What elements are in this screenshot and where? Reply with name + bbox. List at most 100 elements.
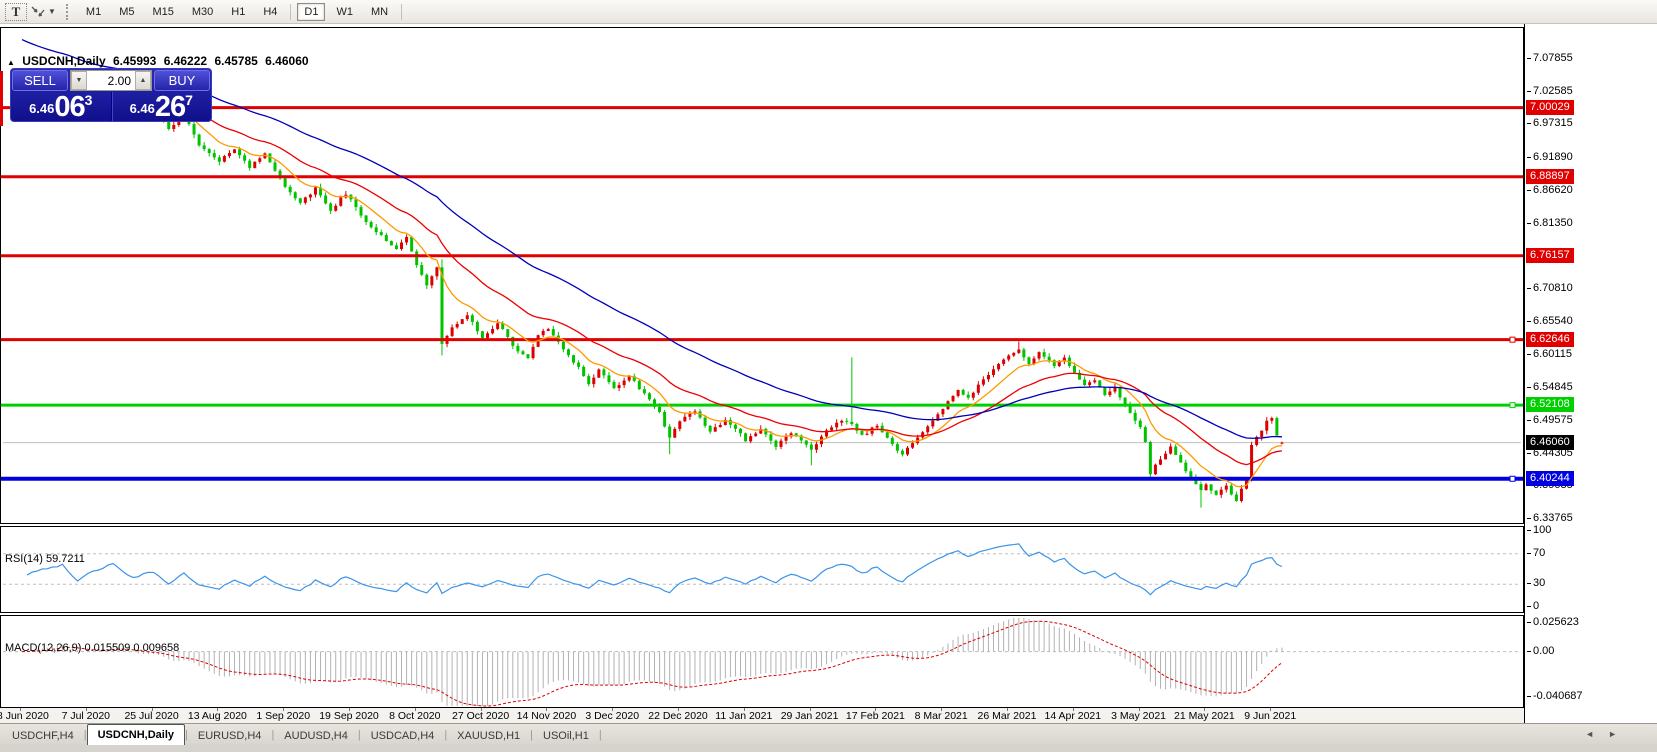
date-label: 9 Jun 2021 (1244, 710, 1297, 722)
open-value: 6.45993 (112, 54, 157, 68)
axis-tick-label: 6.91890 (1527, 151, 1573, 164)
axis-tick-label: 70 (1526, 546, 1546, 559)
symbol-tab-xauusd[interactable]: XAUUSD,H1 (457, 729, 521, 742)
lot-size-input[interactable] (87, 71, 135, 90)
timeframe-button-mn[interactable]: MN (370, 5, 389, 18)
chart-title: ▲ USDCNH,Daily 6.45993 6.46222 6.45785 6… (7, 54, 313, 68)
date-label: 17 Feb 2021 (845, 710, 905, 722)
lot-increase-button[interactable]: ▲ (135, 71, 151, 90)
price-level-badge[interactable]: 7.00029 (1526, 99, 1574, 115)
price-level-badge[interactable]: 6.62646 (1526, 331, 1574, 347)
timeframe-button-group: M1 M5 M15 M30 H1 H4 D1 W1 MN (77, 2, 406, 21)
collapse-triangle-icon[interactable]: ▲ (7, 58, 15, 67)
tab-scroll-arrows: ◄ ► (1585, 729, 1617, 739)
tab-separator: | (185, 728, 188, 741)
date-tick-mark (678, 708, 679, 711)
date-tick-mark (1138, 708, 1140, 711)
symbol-tab-usdchf[interactable]: USDCHF,H4 (12, 729, 74, 742)
buy-price[interactable]: 6.46 26 7 (112, 92, 212, 122)
timeframe-button-h1[interactable]: H1 (231, 5, 246, 18)
timeframe-button-m30[interactable]: M30 (191, 5, 214, 18)
date-tick-mark (85, 708, 87, 711)
date-tick-mark (809, 708, 811, 711)
toolbar-separator (401, 3, 403, 20)
symbol-tab-eurusd[interactable]: EURUSD,H4 (197, 729, 262, 742)
axis-tick-label: 6.60115 (1527, 348, 1572, 361)
lot-decrease-button[interactable]: ▼ (71, 71, 87, 90)
timeframe-button-m5[interactable]: M5 (119, 5, 135, 18)
price-axis[interactable]: 7.07855 7.02585 6.97315 6.91890 6.86620 6.813… (1524, 24, 1657, 723)
buy-price-prefix: 6.46 (129, 101, 155, 116)
text-tool-button[interactable]: T (5, 2, 27, 21)
tab-separator: | (444, 728, 448, 741)
toolbar-grip[interactable] (65, 3, 71, 20)
date-label: 8 Mar 2021 (914, 710, 968, 722)
date-label: 26 Mar 2021 (977, 710, 1037, 722)
date-label: 11 Jan 2021 (715, 710, 773, 722)
date-label: 7 Jul 2020 (61, 710, 111, 722)
price-level-badge[interactable]: 6.46060 (1526, 434, 1574, 450)
tab-separator: | (271, 728, 275, 741)
buy-button[interactable]: BUY (154, 70, 210, 91)
sell-button[interactable]: SELL (12, 70, 68, 91)
axis-tick-label: 6.81350 (1527, 216, 1573, 229)
date-tick-mark (1007, 708, 1008, 711)
date-axis[interactable]: 18 Jun 2020 7 Jul 2020 25 Jul 2020 13 Aug 2… (0, 708, 1524, 723)
axis-tick-label: 6.65540 (1527, 314, 1573, 327)
symbol-tab-usdcnh[interactable]: USDCNH,Daily (86, 724, 185, 745)
low-value: 6.45785 (214, 54, 258, 68)
date-tick-mark (743, 708, 745, 711)
price-line-edge-marker (0, 71, 3, 126)
date-tick-mark (20, 708, 21, 711)
date-tick-mark (546, 708, 548, 711)
axis-tick-label: 30 (1526, 577, 1546, 590)
tab-scroll-right-icon[interactable]: ► (1608, 729, 1617, 739)
date-label: 13 Aug 2020 (187, 710, 247, 722)
trade-panel-divider (110, 92, 112, 121)
axis-tick-label: 0.025623 (1527, 616, 1579, 628)
tab-scroll-left-icon[interactable]: ◄ (1585, 729, 1595, 739)
timeframe-button-m15[interactable]: M15 (152, 5, 174, 18)
timeframe-button-w1[interactable]: W1 (336, 5, 353, 18)
axis-tick-label: 0 (1526, 600, 1540, 612)
sell-price-main: 06 (54, 91, 85, 123)
tab-separator: | (83, 728, 87, 741)
axis-tick-label: -0.040687 (1527, 690, 1583, 702)
price-level-badge[interactable]: 6.40244 (1526, 470, 1574, 486)
buy-price-pip: 7 (185, 92, 193, 108)
axis-tick-label: 6.97315 (1527, 117, 1573, 130)
axis-tick-label: 6.54845 (1527, 381, 1573, 394)
date-label: 14 Nov 2020 (516, 710, 577, 722)
tab-separator: | (530, 728, 533, 741)
toolbar-separator (290, 3, 292, 20)
macd-indicator-label: MACD(12,26,9) 0.015509 0.009658 (5, 642, 180, 654)
date-label: 19 Sep 2020 (319, 710, 379, 722)
symbol-tab-bar: USDCHF,H4 | USDCNH,Daily | EURUSD,H4 | AUDUSD,… (0, 723, 1657, 745)
date-label: 3 May 2021 (1111, 710, 1167, 722)
timeframe-button-h4[interactable]: H4 (263, 5, 278, 18)
chart-canvas[interactable] (0, 24, 1524, 708)
date-label: 22 Dec 2020 (648, 710, 708, 722)
price-level-badge[interactable]: 6.88897 (1526, 168, 1574, 184)
sell-price-pip: 3 (84, 92, 93, 108)
date-label: 1 Sep 2020 (256, 710, 311, 722)
date-tick-mark (941, 708, 943, 711)
price-level-badge[interactable]: 6.76157 (1526, 247, 1574, 263)
symbol-tab-usoil[interactable]: USOil,H1 (543, 729, 589, 742)
axis-tick-label: 7.02585 (1527, 84, 1573, 97)
price-level-badge[interactable]: 6.52108 (1526, 397, 1574, 413)
date-tick-mark (349, 708, 350, 711)
date-tick-mark (1072, 708, 1074, 711)
symbol-period-label: USDCNH,Daily (22, 54, 106, 68)
lot-size-box: ▼ ▲ (70, 70, 152, 91)
symbol-tab-usdcad[interactable]: USDCAD,H4 (370, 729, 435, 742)
chart-plot-area[interactable]: ▲ USDCNH,Daily 6.45993 6.46222 6.45785 6… (0, 24, 1524, 708)
timeframe-button-d1[interactable]: D1 (297, 2, 326, 21)
shapes-tool-button[interactable]: ▼ (29, 2, 57, 22)
timeframe-button-m1[interactable]: M1 (85, 5, 102, 18)
date-tick-mark (414, 708, 416, 711)
axis-tick-label: 0.00 (1526, 644, 1555, 657)
symbol-tab-audusd[interactable]: AUDUSD,H4 (284, 729, 348, 742)
sell-price[interactable]: 6.46 06 3 (11, 91, 111, 123)
